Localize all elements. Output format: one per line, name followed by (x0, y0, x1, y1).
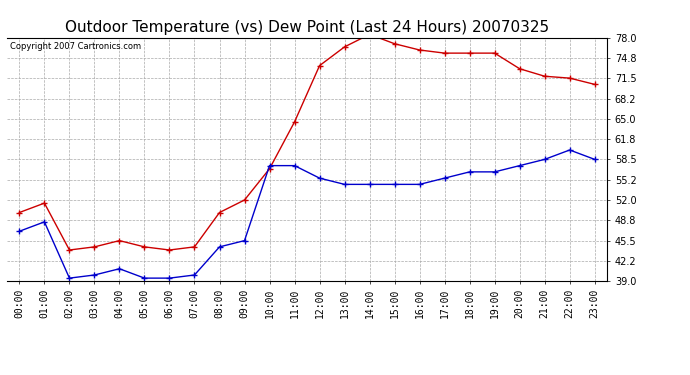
Title: Outdoor Temperature (vs) Dew Point (Last 24 Hours) 20070325: Outdoor Temperature (vs) Dew Point (Last… (65, 20, 549, 35)
Text: Copyright 2007 Cartronics.com: Copyright 2007 Cartronics.com (10, 42, 141, 51)
